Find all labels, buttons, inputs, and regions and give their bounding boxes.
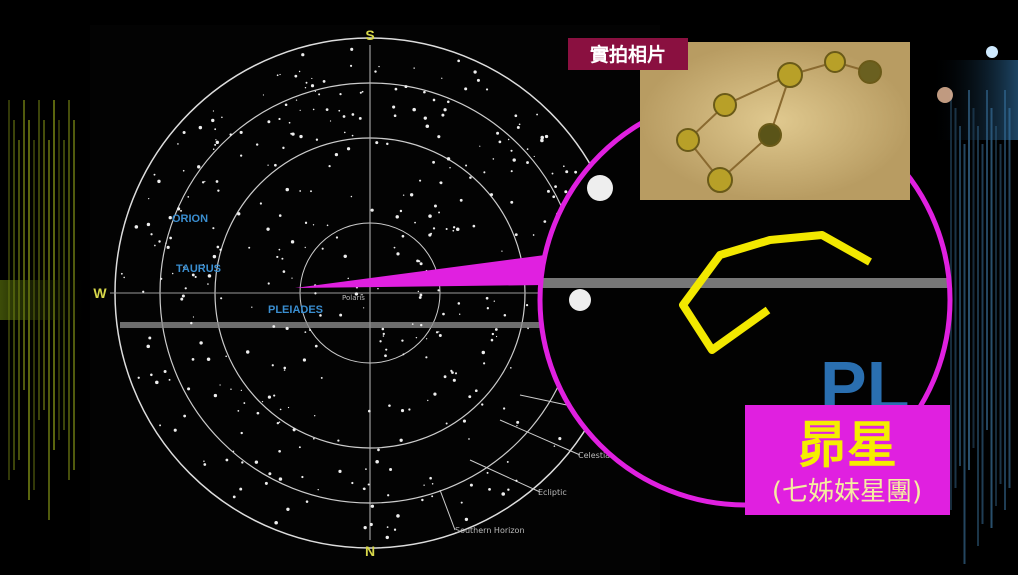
constellation-label: PLEIADES [268,304,323,316]
star-label: Polaris [342,294,365,302]
compass-label: N [365,543,375,559]
subtitle: (七姊妹星團) [772,477,922,507]
line-label: Southern Horizon [455,526,525,535]
zoom-beam [295,255,545,288]
compass-label: S [365,27,374,43]
side-lights [0,46,1018,564]
compass-label: W [93,285,107,301]
constellation-label: TAURUS [176,263,221,275]
photo-caption: 實拍相片 [590,43,666,66]
line-label: Celestial E [578,451,620,460]
constellation-label: ORION [172,213,208,225]
caption-box [568,38,688,70]
line-label: Ecliptic [538,488,567,497]
title: 昴星 [797,416,897,474]
title-box [745,405,950,515]
